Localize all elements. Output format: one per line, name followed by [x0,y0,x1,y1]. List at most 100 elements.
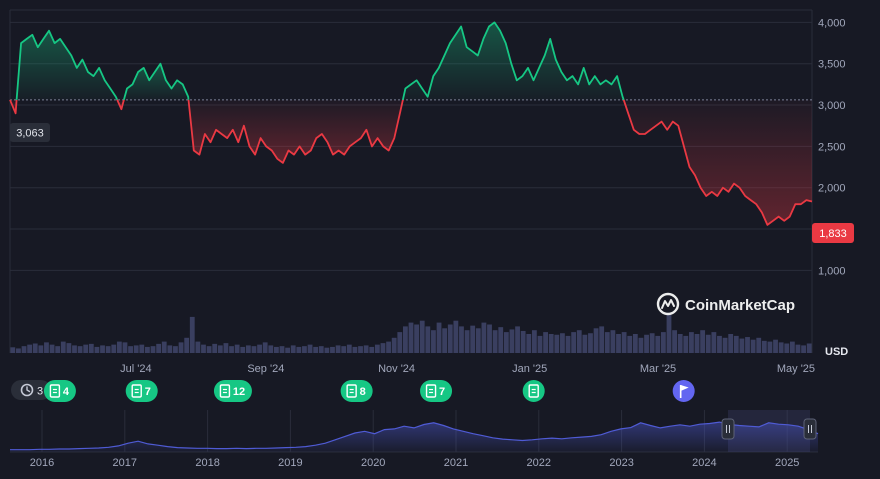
price-segment-up [402,21,625,101]
navigator-line [10,421,819,451]
volume-bar [122,342,128,353]
news-marker-count: 12 [233,386,245,398]
volume-bar [733,335,739,353]
volume-bar [391,337,397,353]
volume-bar [672,330,677,353]
volume-bar [397,332,403,353]
news-marker[interactable]: 7 [125,380,158,402]
volume-bar [240,346,246,353]
volume-bar [515,326,520,353]
volume-bar [313,346,319,353]
volume-bar [447,324,453,353]
document-icon [131,384,142,398]
volume-bar [610,330,616,353]
volume-bar [290,345,296,353]
volume-bar [604,332,610,353]
volume-bar [739,338,745,353]
news-marker[interactable] [522,380,545,402]
y-tick-label: 1,000 [818,265,846,277]
area-fills [10,22,812,225]
volume-bar [801,345,806,353]
navigator-right-handle[interactable] [803,418,817,440]
volume-bar [616,334,621,353]
volume-bar [481,322,487,353]
volume-bar [27,344,33,353]
area-above-reference [123,63,189,100]
volume-bar [677,334,683,353]
volume-bar [330,346,335,353]
navigator-year-label: 2018 [195,457,219,469]
volume-bar [565,335,571,353]
navigator-left-handle[interactable] [721,418,735,440]
volume-bar [419,320,425,353]
volume-bar [352,346,358,353]
flag-icon [679,385,689,398]
volume-bar [262,342,268,353]
news-marker[interactable]: 7 [420,380,453,402]
volume-bar [543,332,549,353]
price-segment-down [116,99,125,111]
flag-marker-bg [672,380,695,402]
volume-bar [554,334,560,353]
history-count: 3 [37,386,43,398]
volume-bar [795,344,801,353]
volume-bar [402,326,408,353]
volume-bar [10,347,16,353]
volume-bar [32,343,38,353]
volume-bar [745,337,750,353]
volume-bar [44,342,49,353]
volume-bar [346,344,352,353]
news-marker[interactable]: 8 [340,380,373,402]
volume-bar [66,343,72,353]
x-tick-label: Sep '24 [247,363,284,375]
volume-bar [217,345,223,353]
volume-bar [593,328,599,353]
volume-bar [408,322,414,353]
volume-bar [806,343,812,353]
volume-bar [588,333,593,353]
volume-bar [133,345,139,353]
price-line [9,21,813,226]
volume-bar [307,344,313,353]
volume-bar [649,333,655,353]
volume-bar [655,335,661,353]
navigator-year-label: 2017 [113,457,137,469]
volume-bar [576,330,582,353]
volume-bar [756,337,762,353]
navigator-year-label: 2024 [692,457,716,469]
price-segment-down [187,99,404,164]
volume-bar [778,342,784,353]
range-navigator[interactable]: 2016 2017 2018 2019 2020 2021 2022 2023 2024 2025 [10,410,819,469]
navigator-year-axis: 2016 2017 2018 2019 2020 2021 2022 2023 2024 2025 [30,457,800,469]
volume-bar [475,328,481,353]
volume-bar [526,334,532,353]
reference-price-value: 3,063 [16,128,44,140]
area-below-reference [188,99,403,163]
grid-lines [9,9,813,353]
navigator-year-label: 2025 [775,457,799,469]
volume-bar [509,329,515,353]
volume-bar [72,345,77,353]
document-icon [528,384,539,398]
volume-bar [268,345,274,353]
volume-bar [548,334,554,353]
volume-bar [537,335,543,353]
volume-bar [111,344,117,353]
volume-bar [414,324,420,353]
volume-bar [279,346,285,353]
event-flag-marker[interactable] [672,380,695,402]
news-marker[interactable]: 4 [43,380,76,402]
volume-bar [116,341,122,353]
volume-bar [156,343,162,353]
price-segment-down [622,99,813,226]
volume-bar [189,316,195,353]
news-marker[interactable]: 12 [213,380,252,402]
volume-bar [705,334,711,353]
news-marker-count: 8 [360,386,366,398]
volume-bar [178,342,184,353]
history-button[interactable]: 3 [11,380,51,400]
volume-bar [520,330,526,353]
volume-bar [341,346,347,353]
volume-bar [94,346,100,353]
